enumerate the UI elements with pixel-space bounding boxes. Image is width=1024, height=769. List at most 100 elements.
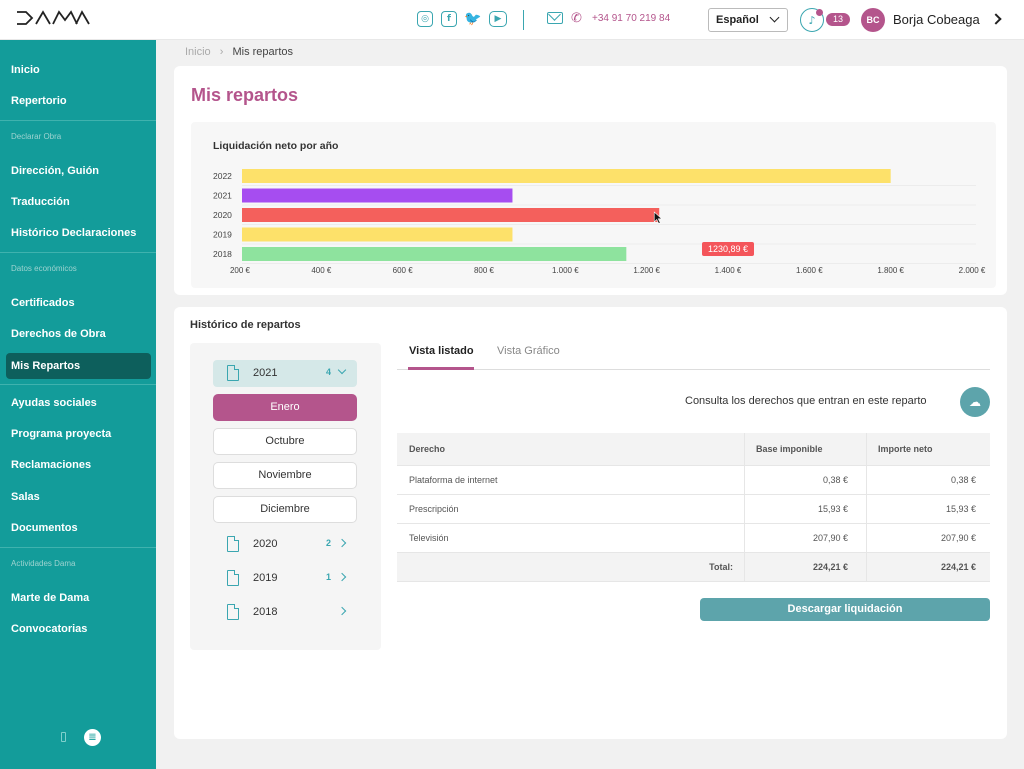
chart-category-label: 2019 <box>213 230 232 240</box>
sidebar-divider <box>0 120 156 121</box>
header-divider <box>523 10 524 30</box>
table-row: Prescripción 15,93 € 15,93 € <box>397 495 990 524</box>
chart-bar-2019[interactable] <box>242 227 513 242</box>
total-base-imponible: 224,21 € <box>744 553 866 581</box>
tab-vista-listado[interactable]: Vista listado <box>409 345 474 357</box>
month-button-diciembre[interactable]: Diciembre <box>213 496 357 523</box>
chart-bar-2021[interactable] <box>242 188 513 203</box>
year-row-2020[interactable]: 2020 2 <box>213 531 357 558</box>
download-button[interactable]: Descargar liquidación <box>700 598 990 621</box>
year-row-2021[interactable]: 2021 4 <box>213 360 357 387</box>
youtube-icon[interactable]: ▶ <box>489 11 507 27</box>
year-label: 2020 <box>253 538 278 550</box>
chart-tick-label: 1.200 € <box>633 266 660 275</box>
phone-number[interactable]: +34 91 70 219 84 <box>592 13 671 24</box>
phone-icon: ✆ <box>571 11 582 26</box>
month-button-octubre[interactable]: Octubre <box>213 428 357 455</box>
table-row: Plataforma de internet 0,38 € 0,38 € <box>397 466 990 495</box>
instagram-icon[interactable]: ◎ <box>417 11 433 27</box>
sidebar-item-mis-repartos[interactable]: Mis Repartos <box>6 353 151 379</box>
year-count: 1 <box>326 572 332 582</box>
sidebar-item-programa-proyecta[interactable]: Programa proyecta <box>11 428 112 440</box>
mail-icon[interactable] <box>547 12 563 24</box>
cell-importe-neto: 207,90 € <box>866 524 990 552</box>
year-label: 2018 <box>253 606 278 618</box>
sidebar-item-reclamaciones[interactable]: Reclamaciones <box>11 459 92 471</box>
cell-importe-neto: 15,93 € <box>866 495 990 523</box>
cell-derecho: Prescripción <box>409 504 459 514</box>
sidebar-divider <box>0 384 156 385</box>
sidebar-item-direccion-guion[interactable]: Dirección, Guión <box>11 165 100 177</box>
social-links: ◎ f 🐦 ▶ <box>417 11 507 27</box>
sidebar-item-marte-de-dama[interactable]: Marte de Dama <box>11 592 90 604</box>
table-row: Televisión 207,90 € 207,90 € <box>397 524 990 553</box>
sidebar-item-salas[interactable]: Salas <box>11 491 40 503</box>
language-select[interactable]: Español <box>708 8 788 32</box>
chart-tick-label: 600 € <box>393 266 414 275</box>
mobile-icon[interactable] <box>61 732 66 742</box>
cloud-download-icon[interactable]: ☁ <box>960 387 990 417</box>
sidebar-item-documentos[interactable]: Documentos <box>11 522 78 534</box>
bar-chart: 2022 2021 2020 2019 2018 200 € 400 € 600 € 800 €… <box>213 169 986 275</box>
document-icon[interactable]: ≣ <box>84 729 101 746</box>
dama-logo-mark <box>17 10 90 25</box>
chart-tick-label: 2.000 € <box>959 266 986 275</box>
chevron-right-icon: › <box>219 46 224 58</box>
chevron-down-icon <box>769 12 780 23</box>
dama-logo[interactable] <box>16 10 90 26</box>
month-button-enero[interactable]: Enero <box>213 394 357 421</box>
month-button-noviembre[interactable]: Noviembre <box>213 462 357 489</box>
chart-title: Liquidación neto por año <box>213 140 339 152</box>
sidebar-section-datos-economicos: Datos económicos <box>11 264 77 273</box>
chevron-right-icon[interactable] <box>990 13 1002 25</box>
breadcrumb-current: Mis repartos <box>232 46 294 58</box>
chart-tick-label: 1.800 € <box>877 266 904 275</box>
year-row-2019[interactable]: 2019 1 <box>213 565 357 592</box>
sidebar-item-convocatorias[interactable]: Convocatorias <box>11 623 88 635</box>
sidebar: Inicio Repertorio Declarar Obra Direcció… <box>0 40 156 769</box>
total-label: Total: <box>709 562 733 572</box>
historico-title: Histórico de repartos <box>190 319 301 331</box>
chevron-right-icon <box>337 538 347 548</box>
facebook-icon[interactable]: f <box>441 11 457 27</box>
cell-importe-neto: 0,38 € <box>866 466 990 494</box>
sidebar-item-certificados[interactable]: Certificados <box>11 297 75 309</box>
table-total-row: Total: 224,21 € 224,21 € <box>397 553 990 582</box>
chart-tick-label: 1.000 € <box>552 266 579 275</box>
chart-category-label: 2022 <box>213 171 232 181</box>
column-header-importe-neto: Importe neto <box>866 433 990 465</box>
years-panel: 2021 4 Enero Octubre Noviembre Diciembre… <box>190 343 381 650</box>
breadcrumb-home[interactable]: Inicio <box>185 46 211 58</box>
sidebar-item-ayudas-sociales[interactable]: Ayudas sociales <box>11 397 97 409</box>
sidebar-section-declarar-obra: Declarar Obra <box>11 132 62 141</box>
year-count: 4 <box>326 367 332 377</box>
user-name[interactable]: Borja Cobeaga <box>893 12 980 27</box>
chart-category-label: 2020 <box>213 210 232 220</box>
chart-bar-2020[interactable] <box>242 208 660 222</box>
chart-tick-label: 1.600 € <box>796 266 823 275</box>
avatar[interactable]: BC <box>861 8 885 32</box>
notification-dot <box>816 9 823 16</box>
sidebar-item-inicio[interactable]: Inicio <box>11 64 40 76</box>
chevron-down-icon <box>337 365 347 375</box>
sidebar-divider <box>0 252 156 253</box>
sidebar-item-repertorio[interactable]: Repertorio <box>11 95 67 107</box>
page-title: Mis repartos <box>191 85 299 105</box>
year-label: 2021 <box>253 367 278 379</box>
consult-text: Consulta los derechos que entran en este… <box>685 395 927 407</box>
column-header-derecho: Derecho <box>409 444 446 454</box>
sidebar-item-traduccion[interactable]: Traducción <box>11 196 70 208</box>
breadcrumb: Inicio › Mis repartos <box>185 46 293 58</box>
chart-bar-2018[interactable] <box>242 247 627 261</box>
view-tabs: Vista listado Vista Gráfico <box>397 337 990 370</box>
tab-vista-grafico[interactable]: Vista Gráfico <box>497 345 560 357</box>
twitter-icon[interactable]: 🐦 <box>464 11 482 27</box>
year-row-2018[interactable]: 2018 <box>213 599 357 626</box>
year-label: 2019 <box>253 572 278 584</box>
sidebar-item-derechos-de-obra[interactable]: Derechos de Obra <box>11 328 106 340</box>
sidebar-item-historico-declaraciones[interactable]: Histórico Declaraciones <box>11 227 137 239</box>
bell-icon[interactable]: ♪ <box>800 8 824 32</box>
chart-bar-2022[interactable] <box>242 169 891 183</box>
table-header-row: Derecho Base imponible Importe neto <box>397 433 990 466</box>
chart-tick-label: 1.400 € <box>715 266 742 275</box>
